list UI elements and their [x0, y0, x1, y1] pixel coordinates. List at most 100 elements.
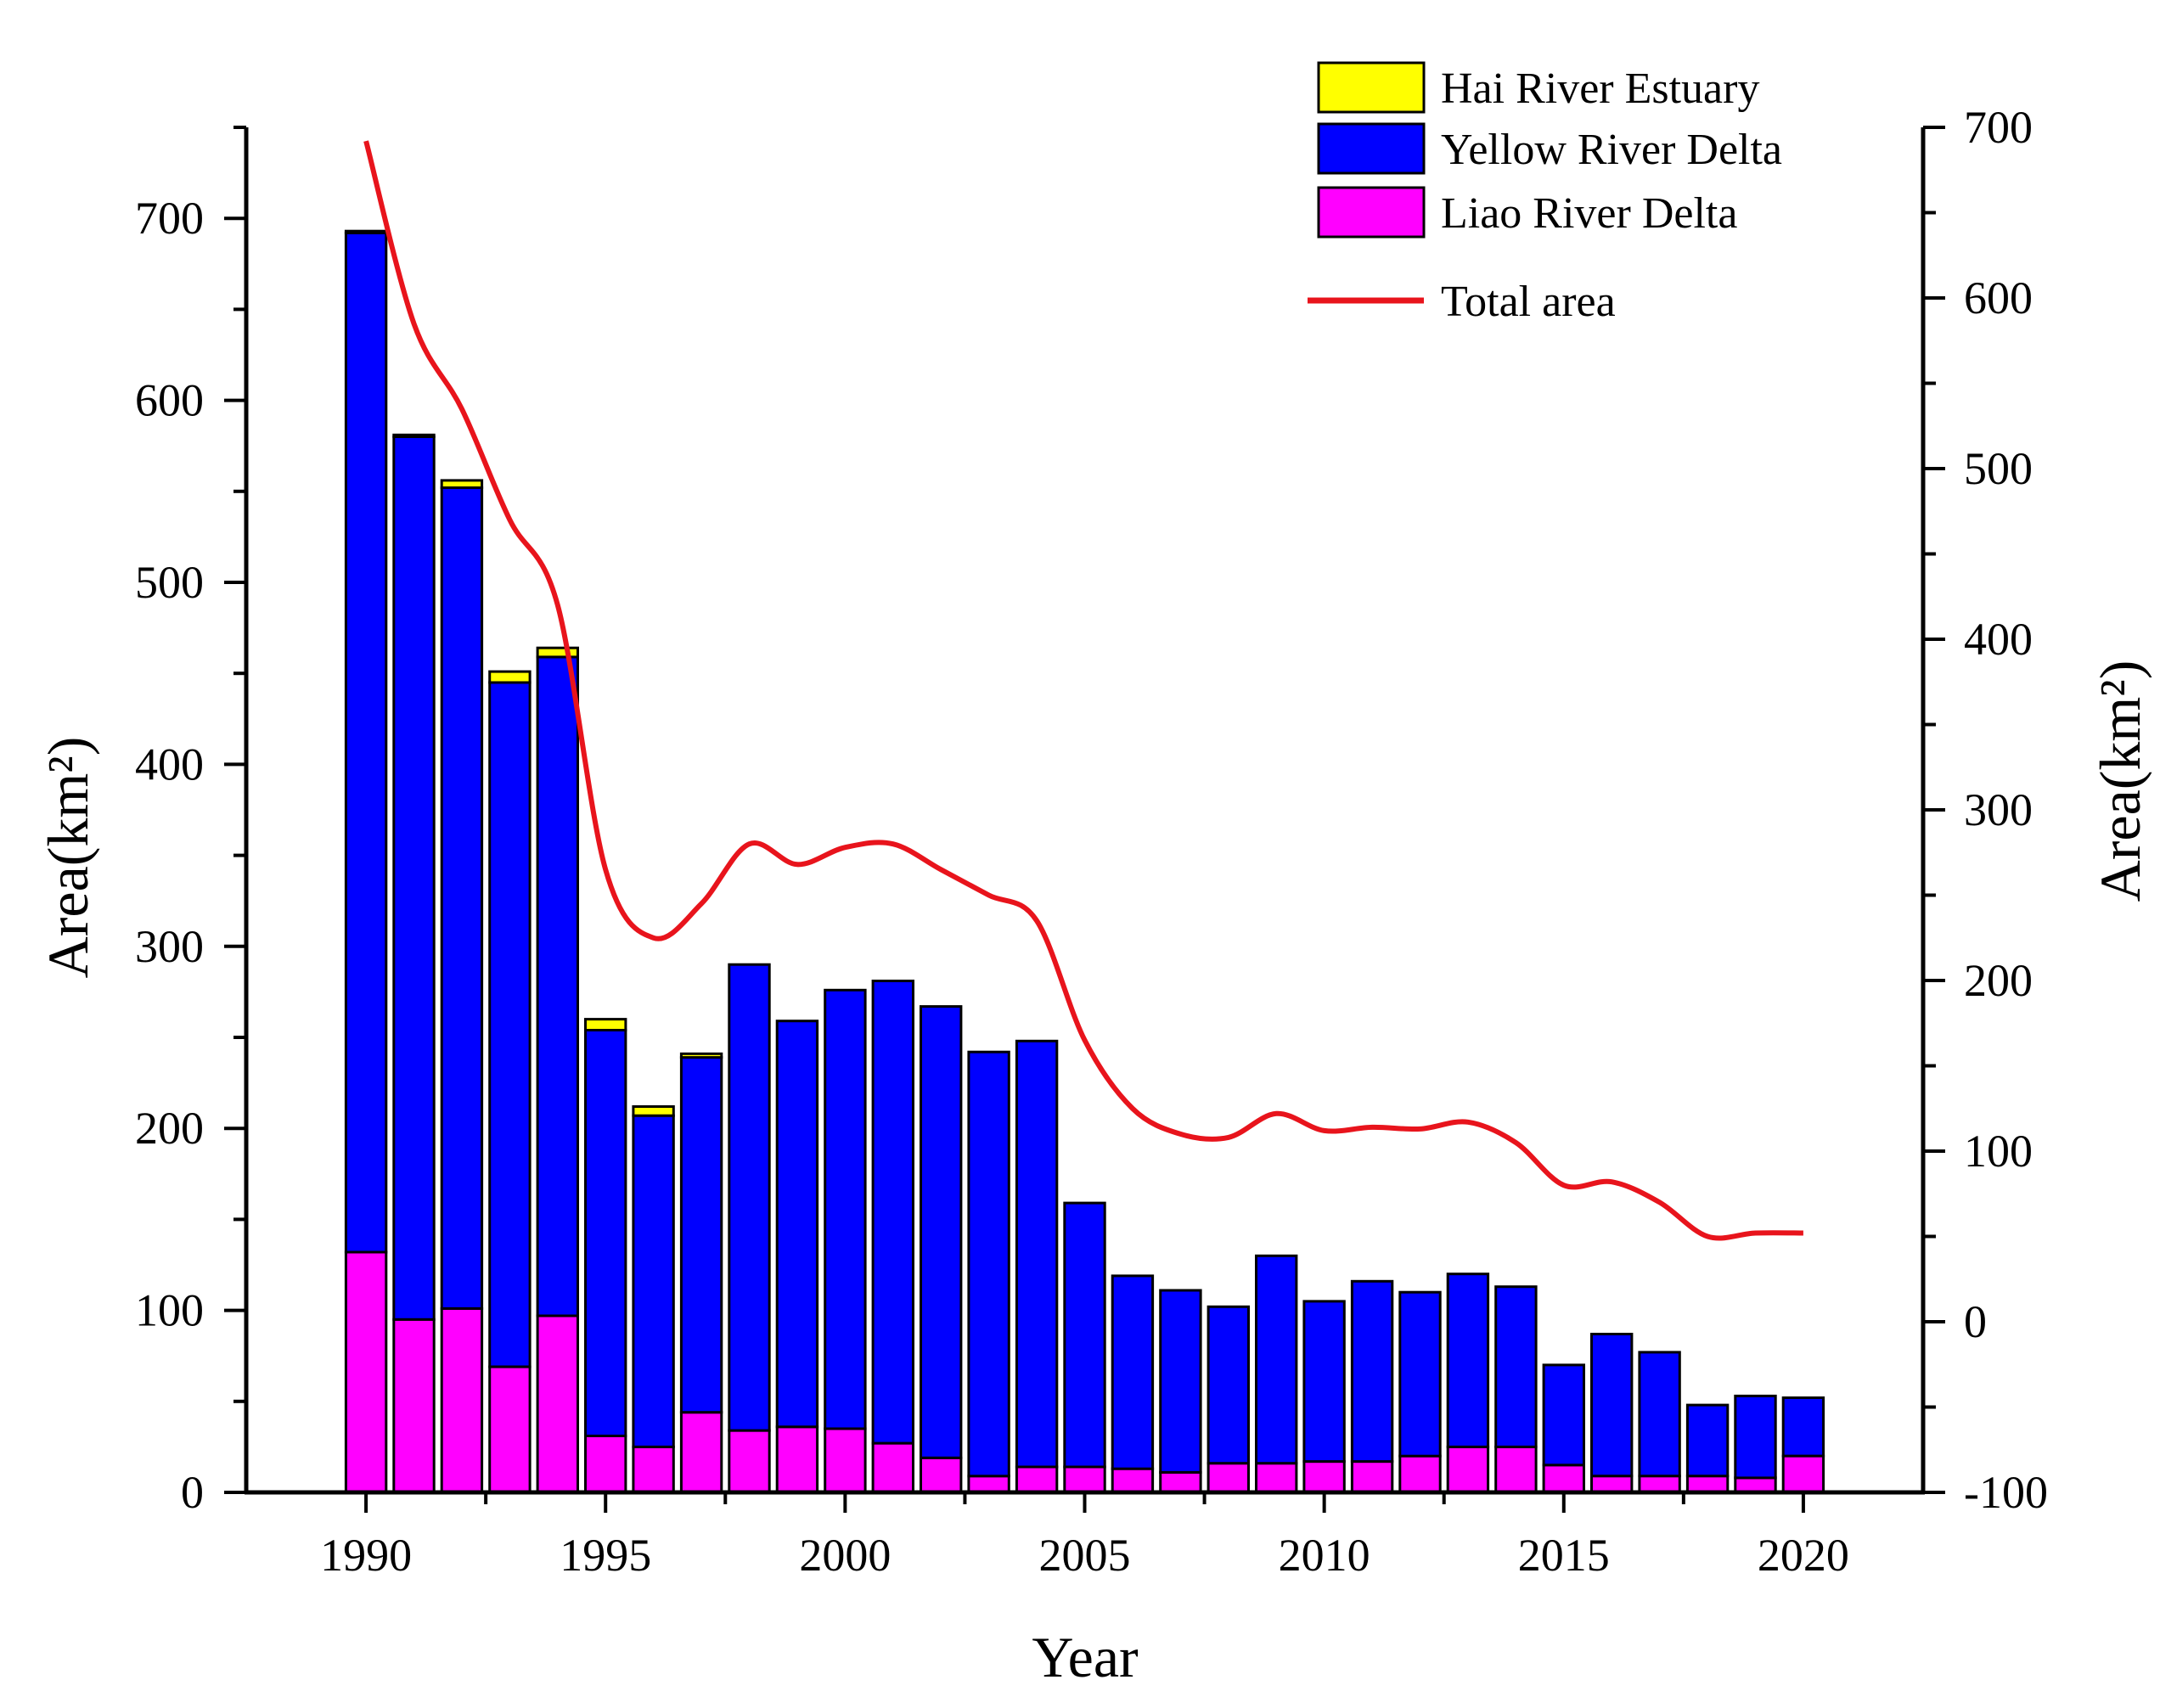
bar-liao-river-delta-2005	[1063, 1465, 1106, 1494]
y-right-tick-label: 100	[1964, 1126, 2033, 1177]
bar-liao-river-delta-2002	[920, 1456, 963, 1494]
bar-yellow-river-delta-1992	[440, 486, 484, 1310]
y-left-tick-label: 0	[181, 1467, 204, 1518]
x-tick-label: 1995	[560, 1530, 651, 1581]
bar-liao-river-delta-2011	[1350, 1460, 1394, 1494]
legend-label-total-area: Total area	[1441, 278, 1616, 326]
x-axis-title: Year	[1032, 1625, 1139, 1689]
bar-yellow-river-delta-2005	[1063, 1201, 1106, 1469]
bar-liao-river-delta-2013	[1446, 1445, 1490, 1494]
y-right-tick-label: 500	[1964, 443, 2033, 494]
y-left-tick-label: 300	[135, 921, 204, 972]
legend: Hai River Estuary Yellow River Delta Liao …	[1308, 61, 1782, 326]
bar-yellow-river-delta-2011	[1350, 1279, 1394, 1464]
bar-liao-river-delta-1990	[344, 1250, 388, 1494]
legend-swatch-yellow-river-delta	[1317, 122, 1426, 175]
bar-yellow-river-delta-2008	[1207, 1305, 1250, 1465]
bar-yellow-river-delta-2006	[1111, 1274, 1155, 1470]
bar-yellow-river-delta-1991	[392, 435, 436, 1321]
bar-liao-river-delta-2020	[1781, 1454, 1825, 1494]
bar-hai-river-estuary-1997	[679, 1052, 723, 1059]
bar-yellow-river-delta-2019	[1734, 1394, 1777, 1480]
bar-liao-river-delta-2015	[1542, 1464, 1585, 1494]
y-right-tick-label: 700	[1964, 102, 2033, 153]
y-right-tick-label: 300	[1964, 784, 2033, 835]
y-left-tick-label: 200	[135, 1103, 204, 1154]
bar-liao-river-delta-2019	[1734, 1476, 1777, 1494]
bar-yellow-river-delta-2007	[1159, 1289, 1202, 1474]
bar-hai-river-estuary-1990	[344, 229, 388, 234]
y-right-tick-label: 600	[1964, 272, 2033, 323]
bar-yellow-river-delta-2000	[824, 988, 867, 1430]
x-tick-label: 2020	[1758, 1530, 1849, 1581]
legend-swatch-hai-river-estuary	[1317, 61, 1426, 114]
x-tick-label: 1990	[320, 1530, 412, 1581]
bar-yellow-river-delta-2013	[1446, 1273, 1490, 1448]
bar-yellow-river-delta-2014	[1494, 1285, 1538, 1448]
y-left-tick-label: 100	[135, 1285, 204, 1336]
bar-yellow-river-delta-2004	[1015, 1039, 1059, 1469]
bar-hai-river-estuary-1996	[632, 1105, 675, 1117]
y-left-tick-label: 500	[135, 557, 204, 608]
y-left-tick-label: 400	[135, 739, 204, 789]
bar-liao-river-delta-1998	[728, 1429, 771, 1494]
y-axis-title-left: Area(km²)	[36, 737, 100, 979]
y-left-tick-label: 600	[135, 375, 204, 426]
bar-yellow-river-delta-1997	[679, 1056, 723, 1414]
x-tick-label: 2015	[1518, 1530, 1610, 1581]
bar-yellow-river-delta-1995	[584, 1028, 627, 1438]
bar-liao-river-delta-2007	[1159, 1470, 1202, 1494]
y-right-tick-label: 400	[1964, 614, 2033, 665]
bar-liao-river-delta-1999	[775, 1425, 819, 1494]
bar-liao-river-delta-2006	[1111, 1467, 1155, 1494]
bar-liao-river-delta-2004	[1015, 1465, 1059, 1494]
total-area-line	[363, 140, 1803, 1241]
bar-yellow-river-delta-1990	[344, 231, 388, 1254]
bar-group	[344, 229, 1825, 1494]
bar-liao-river-delta-2014	[1494, 1445, 1538, 1494]
bar-liao-river-delta-1994	[536, 1314, 579, 1494]
bar-liao-river-delta-1991	[392, 1318, 436, 1494]
axes: 0 100 200 300 400 500 600 700 -100 0 100 200 300 400 5…	[135, 102, 2048, 1581]
bar-yellow-river-delta-2015	[1542, 1363, 1585, 1467]
bar-liao-river-delta-2003	[967, 1475, 1010, 1494]
bar-liao-river-delta-1992	[440, 1307, 484, 1494]
x-tick-label: 2000	[799, 1530, 891, 1581]
bar-hai-river-estuary-1991	[392, 433, 436, 438]
bar-yellow-river-delta-2001	[871, 980, 914, 1445]
bar-yellow-river-delta-2017	[1638, 1351, 1681, 1478]
bar-yellow-river-delta-2009	[1255, 1254, 1298, 1465]
bar-hai-river-estuary-1992	[440, 479, 484, 490]
bar-liao-river-delta-2008	[1207, 1462, 1250, 1494]
bar-yellow-river-delta-2020	[1781, 1396, 1825, 1458]
y-axis-title-right: Area(km²)	[2088, 660, 2152, 902]
bar-liao-river-delta-2012	[1398, 1454, 1442, 1494]
bar-yellow-river-delta-1994	[536, 655, 579, 1318]
legend-swatch-liao-river-delta	[1317, 186, 1426, 239]
bar-yellow-river-delta-1993	[488, 681, 532, 1368]
legend-label-hai-river-estuary: Hai River Estuary	[1441, 65, 1759, 113]
bar-liao-river-delta-1995	[584, 1435, 627, 1494]
x-tick-label: 2005	[1039, 1530, 1131, 1581]
bar-liao-river-delta-1997	[679, 1411, 723, 1494]
bar-yellow-river-delta-2010	[1302, 1300, 1346, 1464]
bar-yellow-river-delta-2002	[920, 1005, 963, 1459]
y-right-tick-label: 200	[1964, 955, 2033, 1006]
bar-hai-river-estuary-1995	[584, 1018, 627, 1031]
y-left-tick-label: 700	[135, 193, 204, 244]
bar-yellow-river-delta-1998	[728, 963, 771, 1432]
bar-liao-river-delta-1996	[632, 1445, 675, 1494]
bar-liao-river-delta-2016	[1590, 1475, 1634, 1494]
bar-liao-river-delta-2009	[1255, 1462, 1298, 1494]
bar-yellow-river-delta-2003	[967, 1050, 1010, 1478]
bar-liao-river-delta-2000	[824, 1427, 867, 1494]
legend-label-yellow-river-delta: Yellow River Delta	[1441, 126, 1782, 174]
bar-liao-river-delta-2001	[871, 1441, 914, 1494]
y-right-tick-label: 0	[1964, 1296, 1987, 1347]
bar-yellow-river-delta-1996	[632, 1114, 675, 1448]
legend-label-liao-river-delta: Liao River Delta	[1441, 189, 1737, 238]
bar-liao-river-delta-1993	[488, 1365, 532, 1494]
bar-yellow-river-delta-1999	[775, 1020, 819, 1429]
bar-hai-river-estuary-1993	[488, 670, 532, 684]
